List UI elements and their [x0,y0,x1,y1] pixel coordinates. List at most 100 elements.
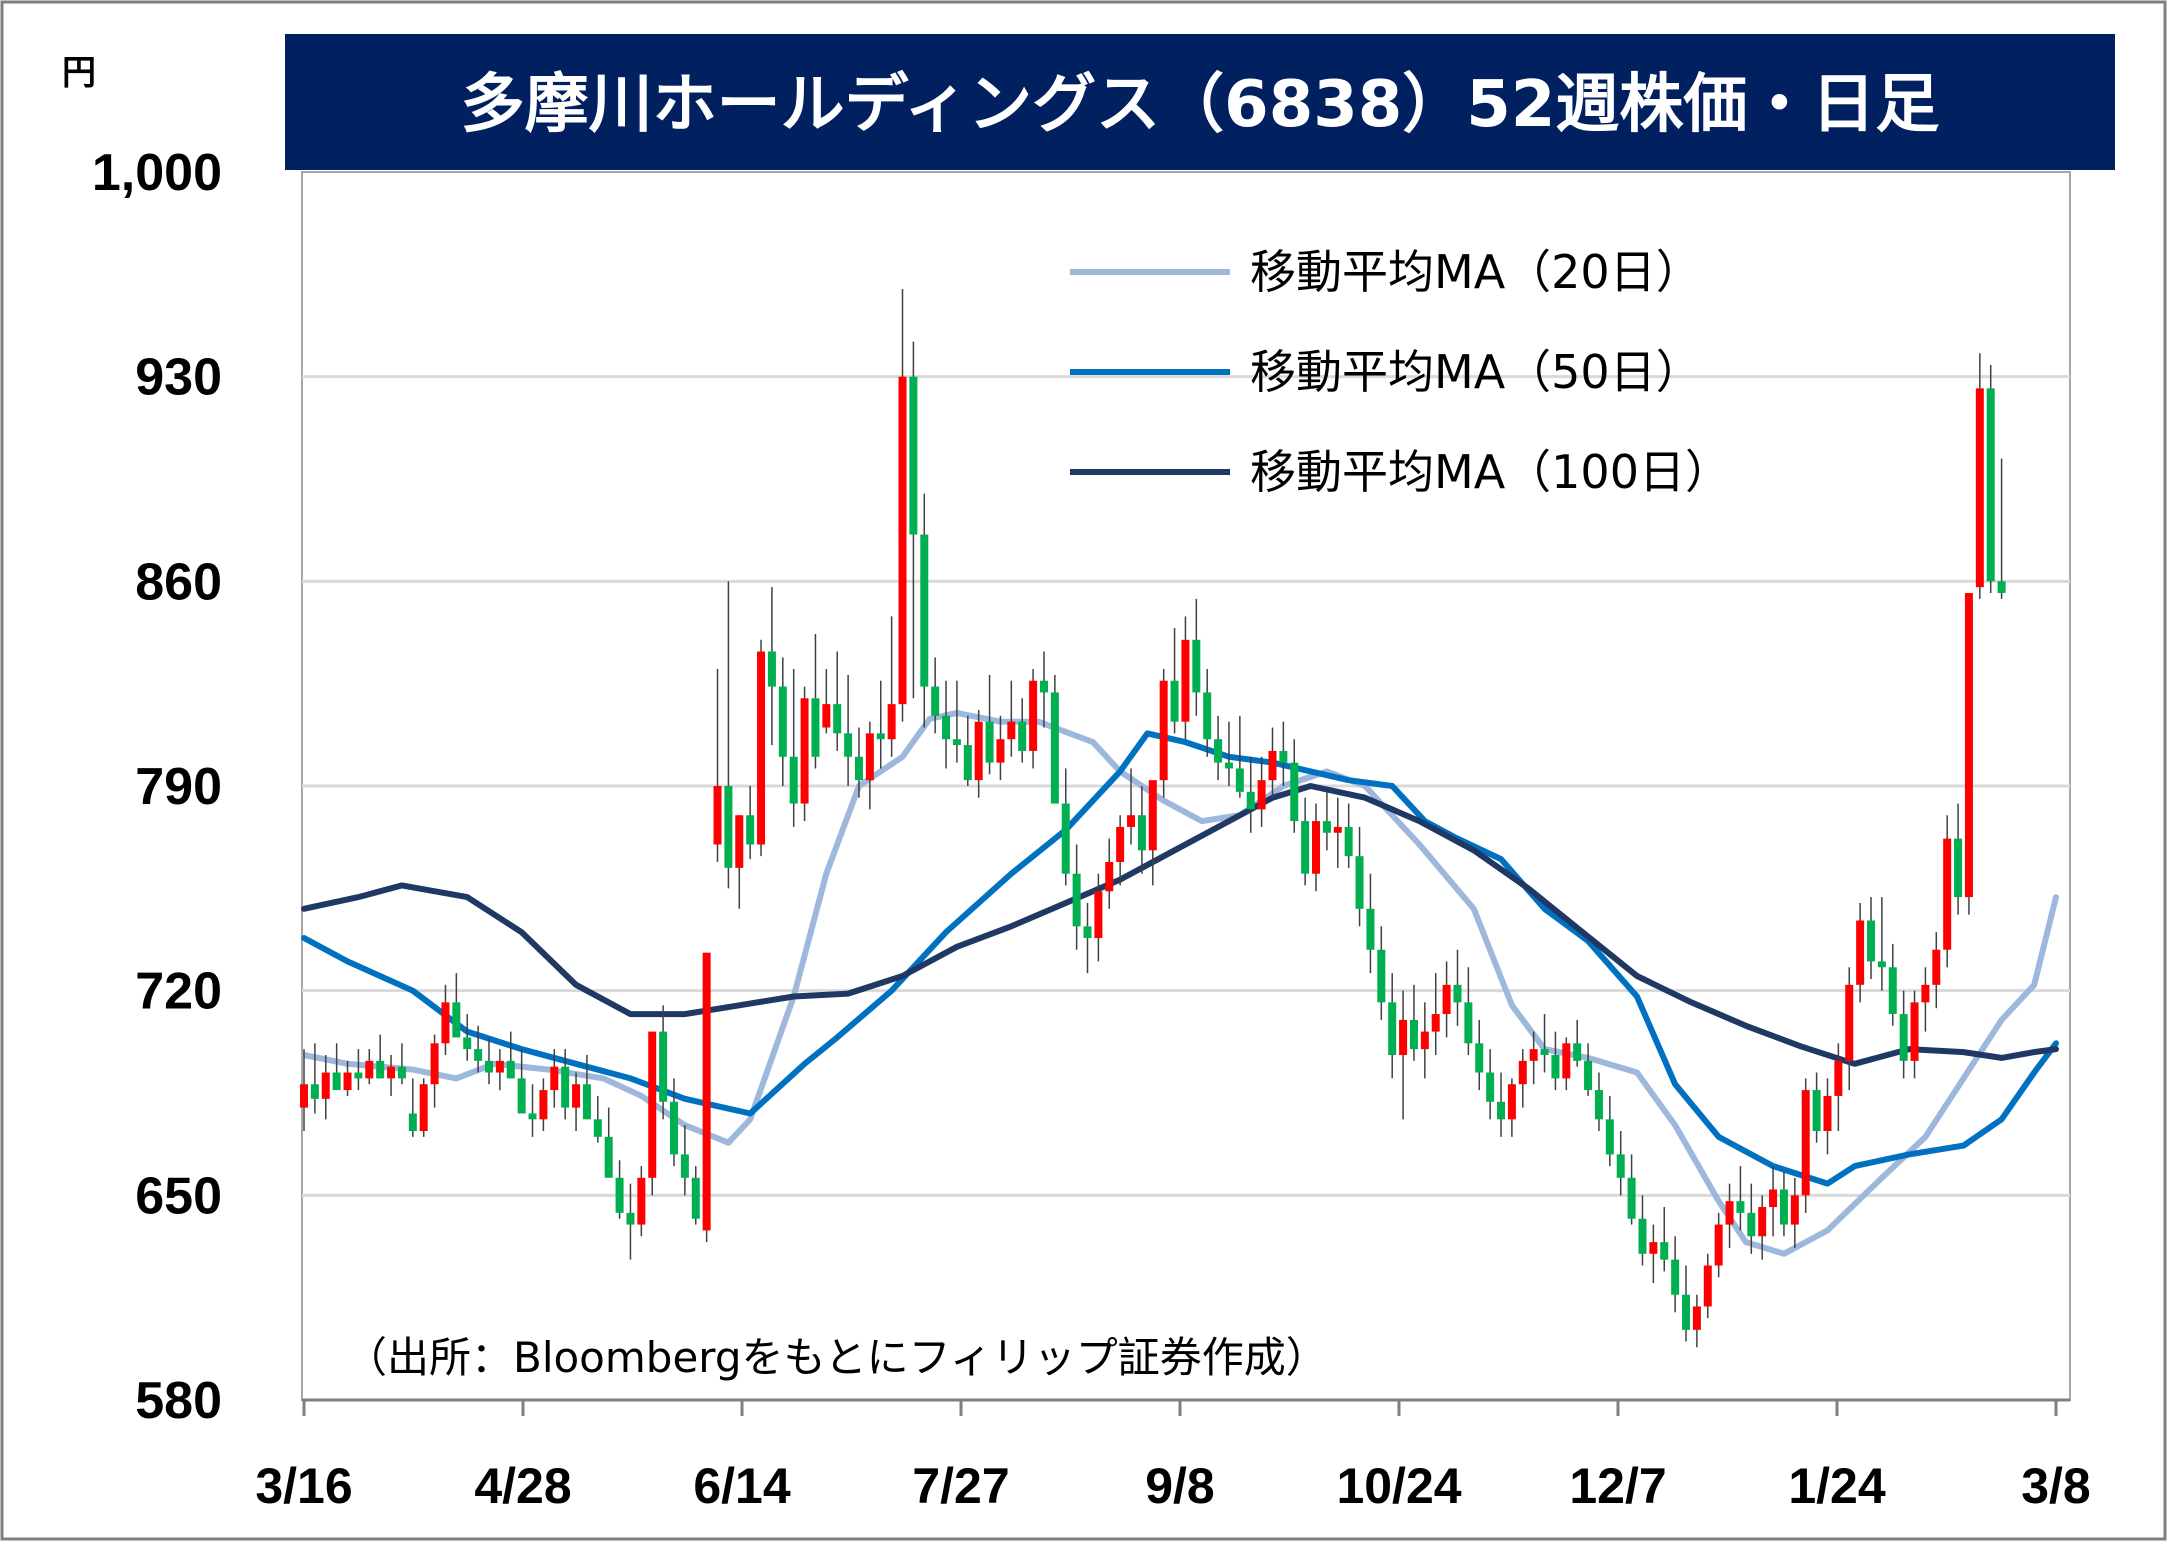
candle-body [1007,721,1016,740]
candle-body [1159,680,1168,781]
candle-body [669,1101,678,1155]
x-tick-label: 12/7 [1569,1458,1666,1514]
candle-body [495,1060,504,1073]
candle-body [854,756,863,781]
candle-body [387,1066,396,1079]
candle-body [844,733,853,757]
candle-body [648,1031,657,1178]
title-banner [285,34,2115,170]
candle-body [1986,388,1995,582]
candle-body [1627,1177,1636,1219]
candle-body [1192,639,1201,693]
candle-body [1834,1060,1843,1096]
candle-body [1856,920,1865,985]
y-tick-label: 860 [135,553,222,611]
candle-body [1573,1043,1582,1061]
candle-body [1703,1265,1712,1307]
candle-body [1203,692,1212,740]
candle-body [778,686,787,757]
candle-body [300,1084,308,1108]
candle-body [441,1002,450,1044]
x-tick-labels: 3/16 4/28 6/14 7/27 9/8 10/24 12/7 1/24 3/8 [255,1458,2090,1514]
candle-body [702,952,711,1231]
candle-body [1899,1014,1908,1061]
candle-body [1518,1060,1527,1085]
candle-body [898,376,907,705]
candle-body [1540,1049,1549,1055]
candle-body [397,1066,406,1079]
candle-body [767,651,776,687]
candle-body [1910,1002,1919,1061]
candle-body [1812,1090,1821,1132]
candle-body [1790,1195,1799,1225]
candle-body [321,1072,330,1099]
candle-body [1170,680,1179,722]
candle-body [1257,780,1266,810]
y-tick-label: 580 [135,1372,222,1430]
candle-body [1529,1049,1538,1061]
y-tick-label: 930 [135,349,222,407]
candle-body [1377,949,1386,1003]
candle-body [615,1177,624,1213]
candle-body [1246,791,1255,810]
candle-body [1867,920,1876,962]
candle-body [1682,1294,1691,1330]
candle-body [582,1084,591,1120]
candle-body [1779,1189,1788,1225]
candle-body [1801,1090,1810,1196]
candle-body [1507,1084,1516,1120]
y-tick-labels: 1,000 930 860 790 720 650 580 [92,144,222,1430]
candle-body [887,704,896,740]
candle-body [1235,768,1244,792]
candle-body [1964,593,1973,898]
candle-body [1061,803,1070,874]
candle-body [1029,680,1038,751]
candle-body [865,733,874,781]
candle-body [1388,1002,1397,1055]
candle-body [1823,1095,1832,1132]
candle-body [354,1072,363,1079]
candle-body [561,1066,570,1108]
candle-body [822,704,831,728]
candle-body [952,739,961,746]
candle-body [1584,1060,1593,1091]
candle-body [1268,750,1277,781]
candle-body [1018,721,1027,751]
ma-line [301,783,2059,1067]
candle-body [593,1119,602,1137]
candle-body [452,1002,461,1038]
candle-body [1279,750,1288,763]
legend: 移動平均MA（20日） 移動平均MA（50日） 移動平均MA（100日） [1070,245,1731,499]
candle-body [1769,1189,1778,1208]
x-tick-label: 9/8 [1145,1458,1215,1514]
y-tick-label: 720 [135,963,222,1021]
candle-body [550,1066,559,1091]
candle-body [1921,984,1930,1003]
candle-body [1420,1031,1429,1050]
candle-body [1181,639,1190,722]
y-unit-label: 円 [62,53,96,93]
candle-body [376,1060,385,1079]
x-tick-label: 4/28 [474,1458,571,1514]
candle-body [1649,1242,1658,1254]
x-tick-label: 7/27 [912,1458,1009,1514]
candle-body [1605,1119,1614,1155]
candle-body [1616,1154,1625,1178]
candle-body [1562,1043,1571,1079]
candle-body [1333,826,1342,833]
candle-body [680,1154,689,1178]
candle-body [1551,1054,1560,1079]
candle-body [757,651,766,845]
candle-body [1116,826,1125,863]
candle-body [1431,1014,1440,1032]
candle-body [474,1049,483,1061]
candle-body [931,686,940,716]
candle-body [876,733,885,740]
candle-body [517,1078,526,1114]
candle-body [1148,780,1157,851]
candle-body [332,1072,341,1091]
y-tick-label: 790 [135,758,222,816]
candle-body [1486,1072,1495,1102]
candle-body [310,1084,319,1099]
candle-body [1464,1002,1473,1044]
